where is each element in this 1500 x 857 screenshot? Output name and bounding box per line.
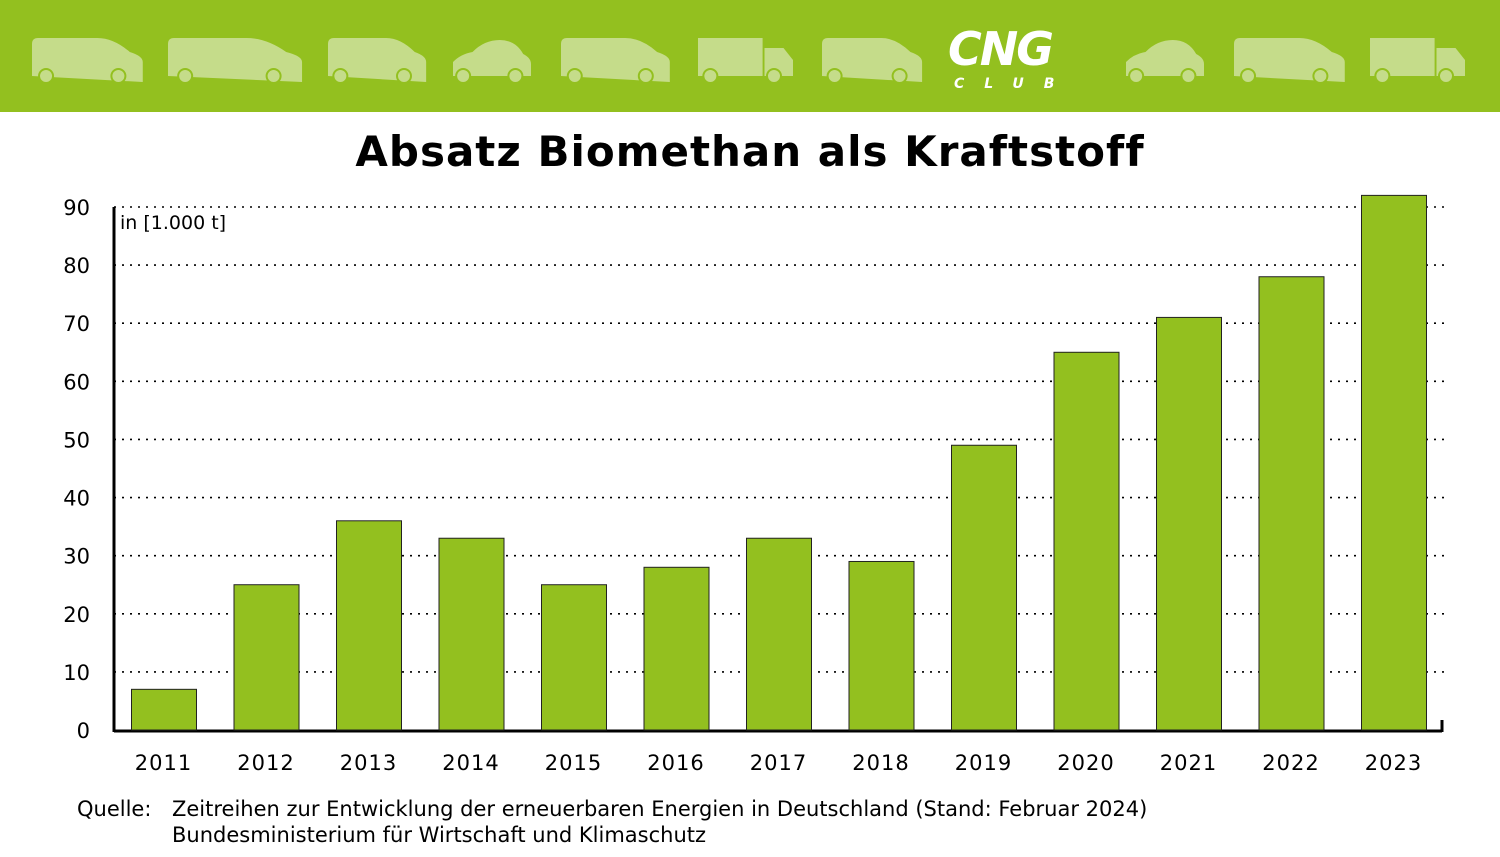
van-icon bbox=[1234, 38, 1345, 84]
x-tick-label: 2014 bbox=[442, 751, 499, 775]
x-tick-label: 2018 bbox=[852, 751, 909, 775]
chart-title: Absatz Biomethan als Kraftstoff bbox=[355, 127, 1145, 176]
y-tick-label: 10 bbox=[63, 661, 90, 685]
logo-subtext: CLUB bbox=[954, 76, 1075, 92]
car-icon bbox=[328, 38, 427, 84]
source-indent bbox=[77, 822, 172, 848]
bar-2017 bbox=[746, 537, 812, 731]
bar-2021 bbox=[1156, 316, 1222, 731]
bar-2015 bbox=[541, 584, 607, 731]
x-tick-label: 2022 bbox=[1262, 751, 1319, 775]
bar-2011 bbox=[131, 688, 197, 731]
y-tick-label: 30 bbox=[63, 545, 90, 569]
cng-club-logo: CNG CLUB bbox=[948, 24, 1108, 104]
bar-2012 bbox=[233, 584, 300, 731]
bar-2020 bbox=[1053, 351, 1120, 731]
truck-icon bbox=[698, 38, 793, 84]
source-label: Quelle: bbox=[77, 797, 152, 821]
x-tick-label: 2013 bbox=[340, 751, 397, 775]
x-tick-label: 2012 bbox=[237, 751, 294, 775]
bar-2013 bbox=[336, 520, 402, 731]
x-tick-label: 2019 bbox=[955, 751, 1012, 775]
x-tick-label: 2020 bbox=[1057, 751, 1114, 775]
y-tick-label: 50 bbox=[63, 428, 90, 452]
truck-icon bbox=[1370, 38, 1465, 84]
x-tick-label: 2016 bbox=[647, 751, 704, 775]
logo-text: CNG bbox=[948, 22, 1054, 76]
unit-label: in [1.000 t] bbox=[120, 212, 226, 234]
header-banner: CNG CLUB bbox=[0, 0, 1500, 112]
y-tick-label: 20 bbox=[63, 603, 90, 627]
x-tick-label: 2015 bbox=[545, 751, 602, 775]
small-car-icon bbox=[1126, 40, 1205, 84]
y-tick-label: 60 bbox=[63, 370, 90, 394]
x-tick-label: 2023 bbox=[1365, 751, 1422, 775]
bar-2022 bbox=[1258, 276, 1325, 731]
y-tick-label: 0 bbox=[77, 719, 90, 743]
bar-2023 bbox=[1361, 194, 1427, 731]
y-tick-label: 40 bbox=[63, 487, 90, 511]
vehicle-icons bbox=[32, 38, 1465, 84]
bus-icon bbox=[168, 38, 303, 84]
x-tick-label: 2017 bbox=[750, 751, 807, 775]
car-icon bbox=[822, 38, 923, 84]
bar-2016 bbox=[643, 566, 710, 731]
bar-2014 bbox=[438, 537, 505, 731]
source-line-1: Zeitreihen zur Entwicklung der erneuerba… bbox=[172, 797, 1148, 821]
source-note: Quelle: Zeitreihen zur Entwicklung der er… bbox=[77, 796, 1147, 848]
y-tick-label: 90 bbox=[63, 196, 90, 220]
bar-2018 bbox=[848, 560, 915, 731]
source-line-2: Bundesministerium für Wirtschaft und Kli… bbox=[172, 823, 707, 847]
van-icon bbox=[32, 38, 143, 84]
small-car-icon bbox=[453, 40, 531, 84]
x-tick-label: 2011 bbox=[135, 751, 192, 775]
y-tick-label: 80 bbox=[63, 254, 90, 278]
bar-2019 bbox=[951, 444, 1017, 731]
y-tick-label: 70 bbox=[63, 312, 90, 336]
x-tick-label: 2021 bbox=[1160, 751, 1217, 775]
van-icon bbox=[561, 38, 670, 84]
